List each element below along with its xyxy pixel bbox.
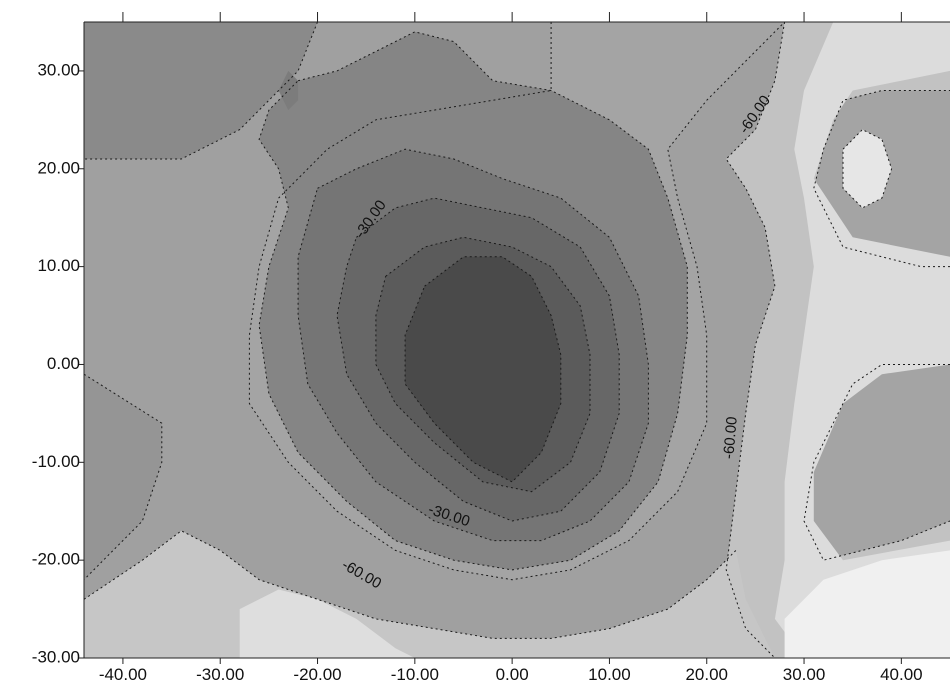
plot-area: -30.00-30.00-60.00-60.00-60.00 (84, 22, 950, 658)
contour-lines (84, 22, 950, 658)
top-axis-ticks (84, 12, 950, 23)
x-tick-label: 20.00 (685, 665, 728, 684)
y-tick-label: -20.00 (32, 550, 80, 569)
y-tick-label: 0.00 (47, 354, 80, 373)
x-tick-label: -20.00 (293, 665, 341, 684)
x-tick-label: 0.00 (496, 665, 529, 684)
contour-region-outer-low (84, 22, 318, 159)
contour-region-band-2 (84, 374, 162, 580)
contour-region-blob-bottom-right (784, 550, 950, 658)
contour-region-blob-top (278, 70, 299, 111)
contour-line-12 (813, 90, 950, 268)
contour-line-9 (84, 373, 163, 581)
contour-region-band-1 (84, 22, 950, 658)
contour-line-2 (258, 31, 688, 571)
contour-line-11 (842, 128, 893, 209)
y-tick-label: 30.00 (37, 60, 80, 79)
y-tick-label: 20.00 (37, 158, 80, 177)
x-axis: -40.00 -30.00 -20.00 -10.00 0.00 10.00 20.00 30… (84, 657, 950, 684)
contour-line-10 (84, 530, 737, 639)
x-tick-label: -10.00 (391, 665, 439, 684)
contour-fill-regions (84, 22, 950, 658)
y-tick-label: -10.00 (32, 452, 80, 471)
x-tick-label: -30.00 (196, 665, 244, 684)
y-tick-label: 10.00 (37, 256, 80, 275)
y-tick-label: -30.00 (32, 647, 80, 666)
contour-line-7 (248, 22, 785, 581)
contour-line-3 (297, 148, 649, 542)
contour-region-bottom-lighter (239, 589, 415, 658)
y-axis: 30.00 20.00 10.00 0.00 -10.00 -20.00 -30.00 (32, 22, 85, 666)
x-tick-label: 30.00 (783, 665, 826, 684)
contour-line-13 (803, 364, 950, 561)
contour-line-5 (375, 236, 591, 493)
contour-line-8 (725, 22, 786, 658)
contour-label-4: -60.00 (720, 416, 741, 460)
x-tick-label: -40.00 (99, 665, 147, 684)
contour-region-right-lighter (774, 22, 950, 658)
x-tick-label: 40.00 (880, 665, 923, 684)
contour-region-core (405, 256, 561, 482)
x-tick-label: 10.00 (588, 665, 631, 684)
contour-region-blob-right (843, 129, 892, 208)
